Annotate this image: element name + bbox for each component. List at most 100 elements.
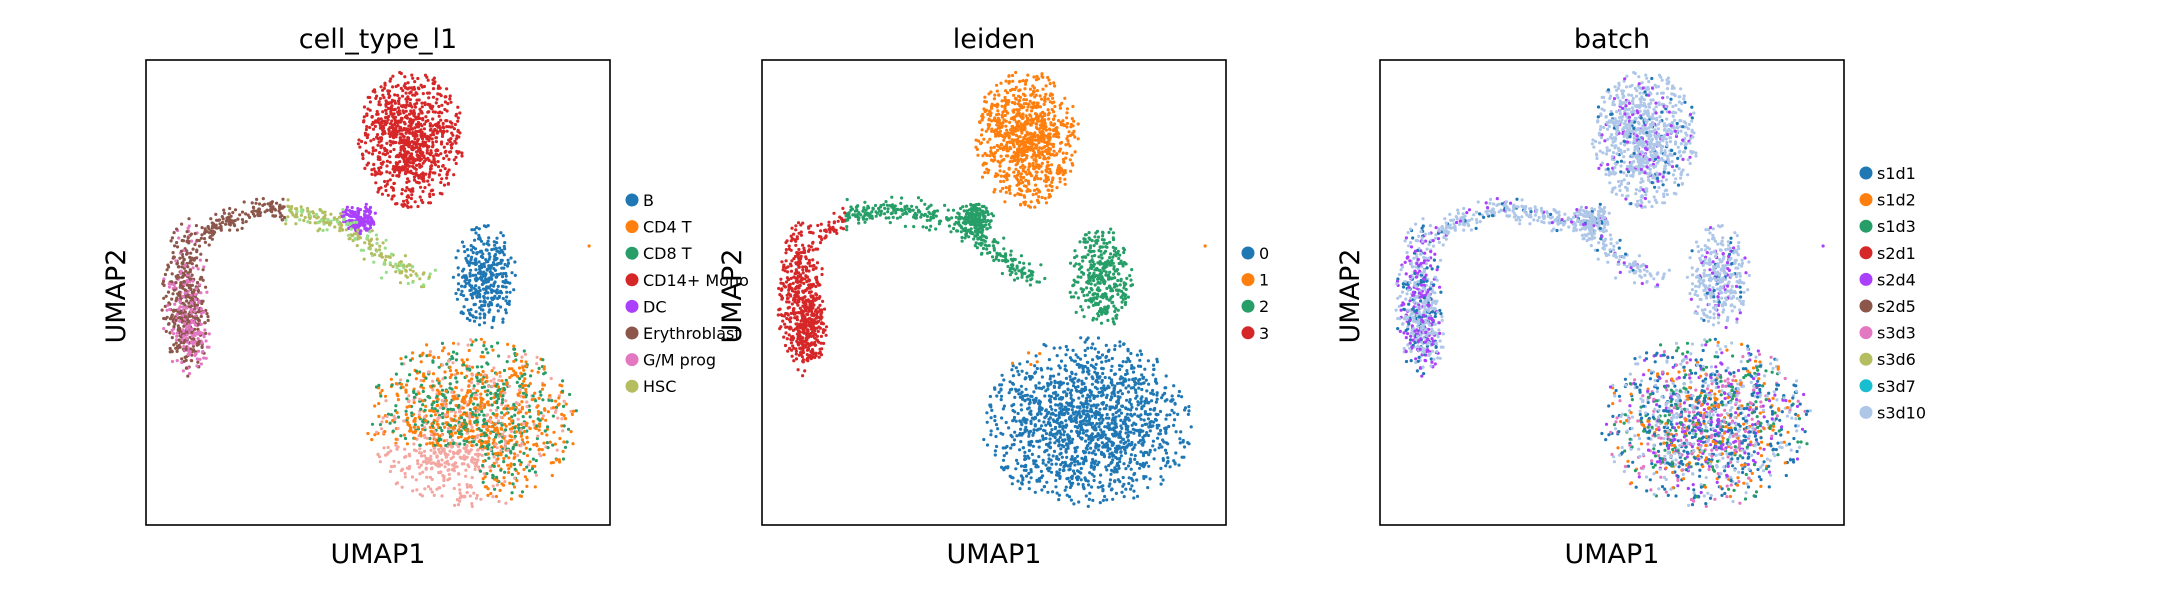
scatter-point bbox=[1034, 116, 1038, 121]
scatter-point bbox=[1017, 171, 1021, 176]
scatter-point bbox=[477, 233, 481, 237]
scatter-point bbox=[556, 416, 560, 420]
scatter-point bbox=[429, 429, 433, 433]
scatter-point bbox=[407, 394, 411, 398]
scatter-point bbox=[499, 305, 503, 309]
scatter-point bbox=[473, 420, 477, 424]
scatter-point bbox=[194, 352, 198, 356]
scatter-point bbox=[407, 104, 411, 108]
scatter-point bbox=[294, 212, 299, 216]
scatter-point bbox=[522, 368, 526, 372]
scatter-point bbox=[407, 86, 411, 90]
scatter-point bbox=[375, 94, 379, 98]
scatter-point bbox=[499, 448, 503, 452]
scatter-point bbox=[1047, 139, 1051, 143]
scatter-point bbox=[1033, 177, 1037, 182]
scatter-point bbox=[416, 181, 420, 185]
scatter-point bbox=[1008, 160, 1012, 164]
scatter-point bbox=[377, 151, 382, 155]
scatter-point bbox=[995, 102, 1000, 106]
scatter-point bbox=[184, 347, 188, 351]
scatter-point bbox=[517, 388, 522, 392]
scatter-point bbox=[980, 128, 984, 132]
scatter-point bbox=[427, 91, 431, 95]
scatter-point bbox=[407, 188, 411, 192]
scatter-point bbox=[495, 446, 499, 450]
scatter-point bbox=[525, 364, 529, 368]
scatter-point bbox=[1063, 182, 1067, 186]
scatter-point bbox=[504, 428, 508, 432]
scatter-point bbox=[366, 161, 370, 165]
scatter-point bbox=[500, 248, 504, 252]
scatter-point bbox=[383, 119, 387, 123]
scatter-point bbox=[437, 173, 441, 177]
scatter-point bbox=[993, 103, 997, 107]
scatter-point bbox=[173, 285, 177, 289]
scatter-point bbox=[498, 488, 502, 492]
scatter-point bbox=[556, 403, 560, 407]
scatter-point bbox=[1045, 151, 1049, 155]
scatter-point bbox=[408, 141, 412, 145]
scatter-point bbox=[392, 147, 396, 152]
scatter-point bbox=[179, 249, 183, 253]
scatter-point bbox=[1046, 160, 1050, 164]
scatter-point bbox=[402, 199, 406, 203]
scatter-point bbox=[404, 383, 409, 387]
scatter-point bbox=[1004, 79, 1008, 83]
scatter-point bbox=[571, 409, 576, 413]
scatter-point bbox=[403, 82, 407, 86]
scatter-point bbox=[434, 163, 438, 167]
scatter-point bbox=[406, 81, 410, 85]
scatter-point bbox=[347, 237, 351, 241]
scatter-point bbox=[1027, 102, 1031, 106]
scatter-point bbox=[542, 441, 546, 445]
scatter-point bbox=[405, 195, 409, 199]
scatter-point bbox=[447, 468, 451, 472]
scatter-point bbox=[206, 315, 210, 319]
scatter-point bbox=[507, 355, 511, 359]
scatter-point bbox=[470, 425, 474, 429]
scatter-point bbox=[490, 296, 494, 300]
scatter-point bbox=[471, 261, 475, 265]
scatter-point bbox=[431, 95, 436, 99]
scatter-point bbox=[426, 370, 431, 374]
scatter-point bbox=[388, 261, 392, 265]
scatter-point bbox=[162, 316, 166, 321]
scatter-point bbox=[383, 430, 387, 434]
scatter-point bbox=[525, 478, 529, 482]
scatter-point bbox=[413, 115, 417, 119]
scatter-point bbox=[353, 214, 358, 218]
scatter-point bbox=[265, 208, 269, 212]
scatter-point bbox=[382, 262, 386, 266]
scatter-point bbox=[1008, 191, 1012, 195]
scatter-point bbox=[513, 273, 517, 277]
scatter-point bbox=[477, 286, 481, 290]
scatter-point bbox=[405, 397, 409, 401]
scatter-point bbox=[456, 249, 460, 253]
scatter-point bbox=[392, 459, 396, 463]
scatter-point bbox=[436, 403, 440, 407]
scatter-point bbox=[435, 422, 439, 426]
scatter-point bbox=[414, 369, 419, 373]
scatter-point bbox=[402, 147, 406, 151]
scatter-point bbox=[470, 343, 474, 347]
scatter-point bbox=[1013, 96, 1018, 100]
scatter-point bbox=[462, 363, 466, 367]
scatter-point bbox=[460, 275, 465, 279]
scatter-point bbox=[462, 426, 466, 430]
scatter-point bbox=[496, 296, 500, 301]
scatter-point bbox=[1043, 112, 1047, 116]
scatter-point bbox=[1057, 149, 1062, 153]
scatter-point bbox=[362, 219, 366, 223]
scatter-point bbox=[1008, 184, 1012, 188]
scatter-point bbox=[1049, 171, 1053, 175]
scatter-point bbox=[466, 449, 470, 453]
scatter-point bbox=[380, 427, 384, 431]
scatter-point bbox=[402, 433, 406, 437]
scatter-point bbox=[404, 409, 408, 413]
scatter-point bbox=[428, 441, 432, 445]
scatter-point bbox=[554, 399, 558, 403]
scatter-point bbox=[473, 238, 477, 242]
scatter-point bbox=[396, 93, 400, 97]
